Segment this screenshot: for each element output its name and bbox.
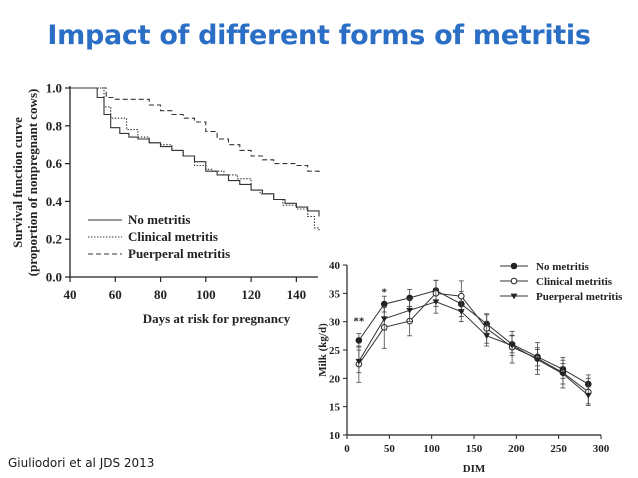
data-point	[584, 392, 592, 399]
legend-label: Clinical metritis	[128, 229, 218, 244]
x-tick-label: 250	[550, 443, 567, 455]
series-line-2	[70, 87, 320, 175]
y-tick-label: 1.0	[46, 81, 62, 96]
legend-marker	[510, 277, 518, 285]
data-point	[380, 316, 388, 323]
milk-panel-background	[318, 250, 638, 478]
series-line-2	[358, 301, 589, 396]
y-axis-label-line: Survival function curve	[10, 117, 25, 248]
y-tick-label: 35	[329, 288, 341, 300]
series-line-0	[358, 289, 589, 385]
y-tick-label: 10	[329, 430, 341, 442]
series-line-1	[70, 87, 320, 232]
x-tick-label: 60	[109, 287, 122, 302]
series-line-0	[70, 87, 320, 217]
x-tick-label: 140	[287, 287, 307, 302]
survival-plot: 0.0 0.2 0.4 0.6 0.8 1.0 40 60 80 100 120 140 Days at…	[10, 81, 320, 326]
citation: Giuliodori et al JDS 2013	[8, 456, 155, 470]
x-tick-label: 300	[593, 443, 610, 455]
legend-label: Puerperal metritis	[128, 246, 230, 261]
y-tick-label: 0.6	[46, 156, 63, 171]
x-axis-label: DIM	[463, 463, 486, 475]
data-point	[534, 357, 541, 363]
y-axis-label-line: (proportion of nonpregnant cows)	[25, 89, 40, 277]
series-line-1	[358, 292, 589, 393]
legend-label: No metritis	[128, 212, 190, 227]
y-tick-label: 20	[329, 373, 341, 385]
y-tick-label: 0.4	[46, 194, 63, 209]
y-axis-label: Survival function curve(proportion of no…	[10, 89, 40, 277]
x-tick-label: 100	[423, 443, 440, 455]
data-point	[508, 343, 516, 349]
legend-label: Puerperal metritis	[536, 291, 623, 303]
x-tick-label: 50	[384, 443, 396, 455]
y-tick-label: 0.0	[46, 270, 62, 285]
y-axis-label: Milk (kg/d)	[317, 323, 329, 377]
slide-title: Impact of different forms of metritis	[47, 20, 591, 51]
x-tick-label: 40	[64, 287, 77, 302]
milk-plot: 10 15 20 25 30 35 40 0 50 100 150 200 250 300 DIM Milk …	[317, 250, 638, 478]
legend-label: No metritis	[536, 261, 590, 273]
x-tick-label: 0	[344, 443, 350, 455]
data-point	[559, 371, 567, 377]
y-tick-label: 0.8	[46, 118, 63, 133]
y-tick-label: 40	[329, 260, 341, 272]
data-point	[355, 337, 363, 344]
significance-annotation: *	[382, 287, 388, 299]
x-tick-label: 200	[508, 443, 525, 455]
x-tick-label: 150	[466, 443, 483, 455]
legend-label: Clinical metritis	[536, 276, 613, 288]
y-tick-label: 0.2	[46, 232, 62, 247]
data-point	[483, 333, 491, 340]
x-tick-label: 100	[196, 287, 216, 302]
x-tick-label: 120	[241, 287, 261, 302]
data-point	[457, 309, 465, 315]
x-tick-label: 80	[154, 287, 167, 302]
y-tick-label: 30	[329, 317, 341, 329]
legend-marker	[510, 262, 518, 270]
data-point	[432, 299, 440, 306]
data-point	[458, 292, 465, 300]
legend-marker	[510, 293, 518, 300]
data-point	[406, 307, 414, 314]
y-tick-label: 25	[329, 345, 341, 357]
significance-annotation: **	[353, 316, 365, 328]
y-tick-label: 15	[329, 402, 341, 414]
x-axis-label: Days at risk for pregnancy	[143, 311, 291, 326]
data-point	[355, 358, 363, 365]
